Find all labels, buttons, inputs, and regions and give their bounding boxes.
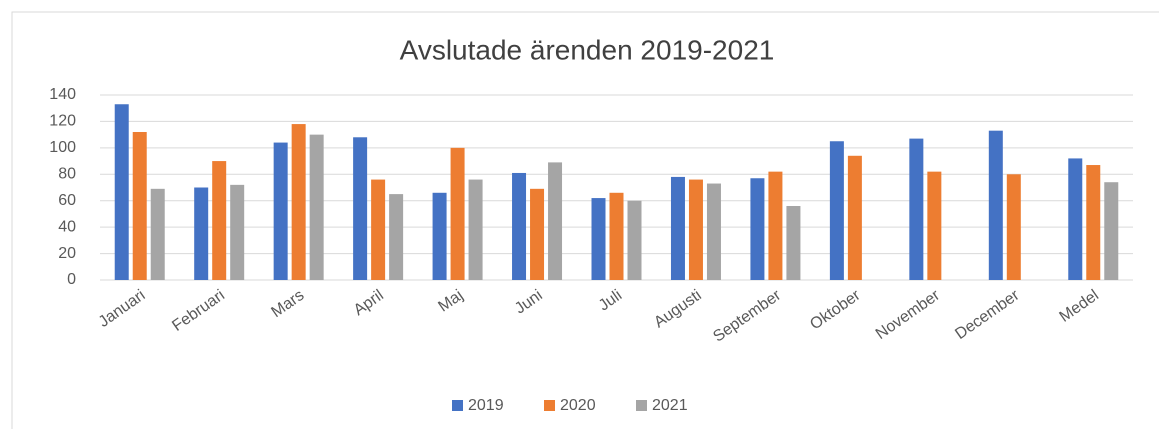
legend-swatch xyxy=(452,400,463,411)
bar xyxy=(750,178,765,280)
bar xyxy=(670,176,685,280)
legend-label: 2020 xyxy=(560,397,596,414)
bar xyxy=(530,188,545,280)
legend-swatch xyxy=(636,400,647,411)
y-tick-label: 140 xyxy=(49,86,76,103)
bar xyxy=(194,187,209,280)
bar xyxy=(114,104,129,280)
bar xyxy=(706,183,721,280)
bar xyxy=(786,206,801,280)
bar xyxy=(273,142,288,280)
bar xyxy=(1068,158,1083,280)
bar xyxy=(909,138,924,280)
bar xyxy=(432,192,447,280)
bar xyxy=(548,162,563,280)
y-tick-label: 80 xyxy=(58,166,76,183)
bar xyxy=(132,132,147,280)
bar xyxy=(389,194,404,280)
bar xyxy=(150,188,165,280)
bar xyxy=(829,141,844,280)
y-tick-label: 60 xyxy=(58,192,76,209)
bar xyxy=(212,161,227,280)
legend-label: 2021 xyxy=(652,397,688,414)
bar xyxy=(768,171,783,280)
bar xyxy=(291,124,306,280)
y-tick-label: 100 xyxy=(49,139,76,156)
bar xyxy=(371,179,386,280)
legend-label: 2019 xyxy=(468,397,504,414)
bar xyxy=(988,130,1003,280)
bar xyxy=(450,147,465,280)
bar xyxy=(1006,174,1021,280)
bar xyxy=(468,179,483,280)
bar xyxy=(512,172,527,280)
bar xyxy=(627,200,642,280)
bar xyxy=(609,192,624,280)
legend-swatch xyxy=(544,400,555,411)
bar xyxy=(688,179,703,280)
bar xyxy=(230,184,245,280)
bar xyxy=(847,155,862,280)
bar xyxy=(1104,182,1119,280)
y-tick-label: 40 xyxy=(58,218,76,235)
y-tick-label: 20 xyxy=(58,245,76,262)
bar xyxy=(927,171,942,280)
chart-frame xyxy=(11,11,1159,429)
bar xyxy=(1086,165,1101,280)
y-tick-label: 0 xyxy=(67,271,76,288)
bar xyxy=(309,134,324,280)
chart-title: Avslutade ärenden 2019-2021 xyxy=(400,34,775,65)
y-tick-label: 120 xyxy=(49,113,76,130)
bar xyxy=(591,198,606,280)
bar xyxy=(353,137,368,280)
